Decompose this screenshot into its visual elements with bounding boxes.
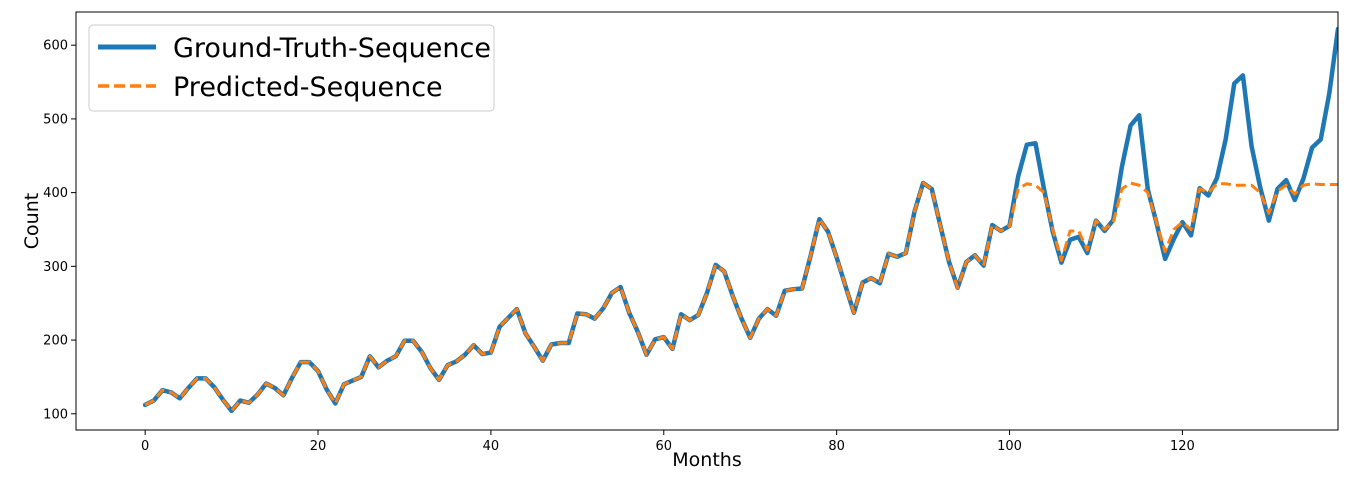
x-tick-label: 60 bbox=[656, 439, 673, 454]
x-axis-label: Months bbox=[672, 449, 741, 471]
legend-label-predicted: Predicted-Sequence bbox=[173, 72, 443, 103]
x-tick-label: 0 bbox=[141, 439, 149, 454]
y-tick-label: 400 bbox=[43, 186, 68, 201]
y-axis: 100 200 300 400 500 600 bbox=[43, 39, 76, 422]
y-tick-label: 600 bbox=[43, 39, 68, 54]
y-axis-label: Count bbox=[21, 193, 43, 249]
y-tick-label: 500 bbox=[43, 112, 68, 127]
predicted-series-line bbox=[144, 181, 1338, 413]
legend-frame bbox=[88, 24, 495, 112]
legend-label-ground-truth: Ground-Truth-Sequence bbox=[173, 33, 491, 64]
plot-area-frame bbox=[75, 11, 1339, 431]
x-tick-label: 120 bbox=[1170, 439, 1195, 454]
x-tick-label: 40 bbox=[483, 439, 500, 454]
y-tick-label: 200 bbox=[43, 334, 68, 349]
y-tick-label: 300 bbox=[43, 260, 68, 275]
y-tick-label: 100 bbox=[43, 407, 68, 422]
x-axis: 0 20 40 60 80 100 120 bbox=[141, 430, 1195, 454]
x-tick-label: 100 bbox=[997, 439, 1022, 454]
x-tick-label: 80 bbox=[828, 439, 845, 454]
x-tick-label: 20 bbox=[310, 439, 327, 454]
legend: Ground-Truth-Sequence Predicted-Sequence bbox=[88, 24, 495, 112]
